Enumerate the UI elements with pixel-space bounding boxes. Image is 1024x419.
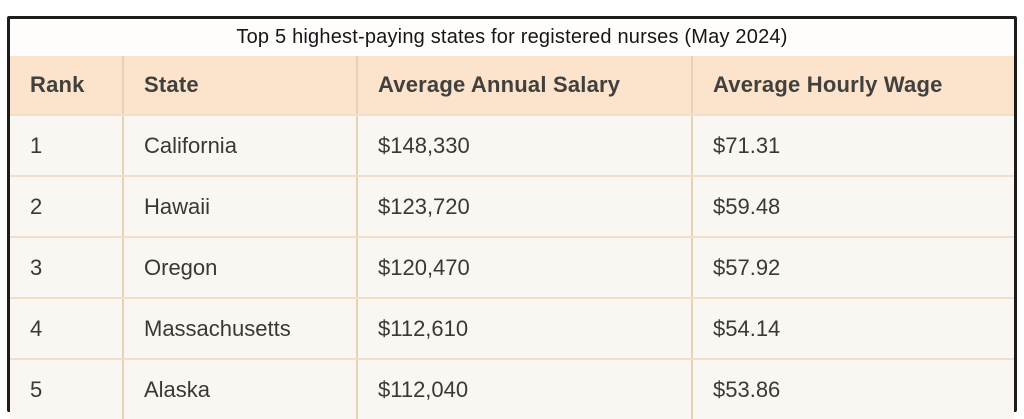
state-cell: Massachusetts <box>122 299 356 358</box>
state-cell: Hawaii <box>122 177 356 236</box>
hourly-wage-cell: $71.31 <box>691 116 1014 175</box>
table-header-row: Rank State Average Annual Salary Average… <box>10 56 1014 114</box>
table-row: 2 Hawaii $123,720 $59.48 <box>10 175 1014 236</box>
table-row: 3 Oregon $120,470 $57.92 <box>10 236 1014 297</box>
table-title: Top 5 highest-paying states for register… <box>10 19 1014 56</box>
annual-salary-cell: $112,040 <box>356 360 691 419</box>
header-cell-hourly-wage: Average Hourly Wage <box>691 56 1014 114</box>
rank-cell: 5 <box>30 376 43 402</box>
state-cell: Oregon <box>122 238 356 297</box>
rank-cell: 3 <box>30 254 43 280</box>
state-cell: California <box>122 116 356 175</box>
table-row: 4 Massachusetts $112,610 $54.14 <box>10 297 1014 358</box>
rank-cell: 1 <box>30 132 43 158</box>
hourly-wage-cell: $53.86 <box>691 360 1014 419</box>
annual-salary-cell: $120,470 <box>356 238 691 297</box>
nurse-salary-table: Top 5 highest-paying states for register… <box>7 16 1017 419</box>
annual-salary-cell: $123,720 <box>356 177 691 236</box>
table-row: 1 California $148,330 $71.31 <box>10 114 1014 175</box>
hourly-wage-cell: $54.14 <box>691 299 1014 358</box>
state-cell: Alaska <box>122 360 356 419</box>
hourly-wage-cell: $59.48 <box>691 177 1014 236</box>
rank-cell: 4 <box>30 315 43 341</box>
header-cell-rank: Rank <box>30 72 85 97</box>
rank-cell: 2 <box>30 193 43 219</box>
header-cell-annual-salary: Average Annual Salary <box>356 56 691 114</box>
header-cell-state: State <box>122 56 356 114</box>
annual-salary-cell: $148,330 <box>356 116 691 175</box>
annual-salary-cell: $112,610 <box>356 299 691 358</box>
hourly-wage-cell: $57.92 <box>691 238 1014 297</box>
table-row: 5 Alaska $112,040 $53.86 <box>10 358 1014 419</box>
